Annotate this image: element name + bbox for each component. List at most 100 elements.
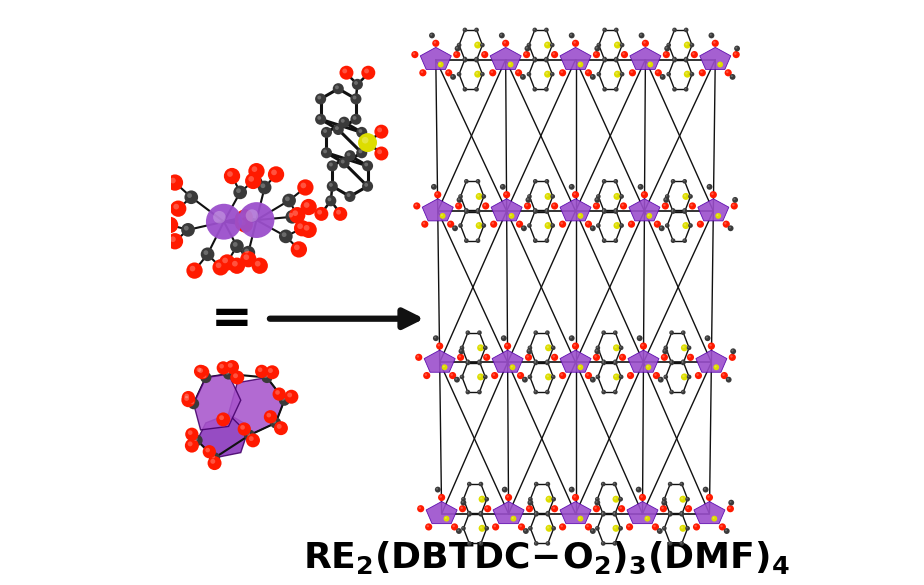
Circle shape <box>545 495 553 503</box>
Circle shape <box>477 360 481 365</box>
Circle shape <box>237 422 251 436</box>
Circle shape <box>194 437 198 441</box>
Circle shape <box>219 364 224 369</box>
Circle shape <box>659 225 664 231</box>
Circle shape <box>619 354 626 361</box>
Circle shape <box>419 69 427 77</box>
Circle shape <box>504 41 506 44</box>
Circle shape <box>517 222 520 225</box>
Circle shape <box>167 233 183 249</box>
Circle shape <box>684 71 691 78</box>
Circle shape <box>544 238 549 243</box>
Circle shape <box>545 512 550 517</box>
Circle shape <box>681 331 686 335</box>
Circle shape <box>285 390 298 404</box>
Circle shape <box>474 87 479 92</box>
Circle shape <box>648 214 650 216</box>
Circle shape <box>686 43 687 46</box>
Circle shape <box>619 194 624 199</box>
Circle shape <box>638 185 641 187</box>
Circle shape <box>429 33 435 39</box>
Circle shape <box>527 198 529 200</box>
Circle shape <box>572 494 579 501</box>
Circle shape <box>679 481 684 486</box>
Circle shape <box>614 239 616 241</box>
Circle shape <box>451 524 458 531</box>
Circle shape <box>338 116 349 128</box>
Circle shape <box>620 346 621 348</box>
Circle shape <box>476 43 478 46</box>
Circle shape <box>602 512 603 514</box>
Circle shape <box>341 119 345 123</box>
Circle shape <box>614 209 616 211</box>
Circle shape <box>456 204 459 207</box>
Circle shape <box>238 202 274 238</box>
Circle shape <box>529 498 530 500</box>
Circle shape <box>620 195 622 197</box>
Circle shape <box>483 354 491 361</box>
Circle shape <box>477 373 484 380</box>
Circle shape <box>517 372 524 379</box>
Circle shape <box>653 372 660 379</box>
Circle shape <box>680 542 682 543</box>
Circle shape <box>477 359 481 364</box>
Polygon shape <box>424 350 456 372</box>
Circle shape <box>362 160 373 171</box>
Circle shape <box>246 209 259 222</box>
Circle shape <box>185 190 198 204</box>
Circle shape <box>687 376 689 377</box>
Circle shape <box>491 372 498 379</box>
Circle shape <box>601 512 605 517</box>
Circle shape <box>669 390 674 394</box>
Circle shape <box>417 505 424 512</box>
Circle shape <box>707 184 712 190</box>
Circle shape <box>185 428 199 441</box>
Circle shape <box>534 391 536 393</box>
Circle shape <box>614 497 616 500</box>
Circle shape <box>275 390 280 395</box>
Circle shape <box>614 71 621 78</box>
Circle shape <box>237 219 243 224</box>
Circle shape <box>528 73 529 74</box>
Circle shape <box>292 210 298 216</box>
Circle shape <box>453 51 460 58</box>
Circle shape <box>602 360 606 365</box>
Polygon shape <box>194 374 241 430</box>
Circle shape <box>478 362 480 363</box>
Circle shape <box>258 181 272 194</box>
Circle shape <box>501 335 506 341</box>
Circle shape <box>467 360 468 362</box>
Circle shape <box>685 88 687 90</box>
Circle shape <box>415 354 422 361</box>
Circle shape <box>614 57 618 61</box>
Circle shape <box>241 246 255 260</box>
Circle shape <box>527 355 529 357</box>
Circle shape <box>517 71 519 73</box>
Circle shape <box>476 193 482 200</box>
Polygon shape <box>492 199 522 221</box>
Polygon shape <box>422 199 454 221</box>
Circle shape <box>673 29 675 30</box>
Circle shape <box>716 214 719 216</box>
Circle shape <box>613 345 620 352</box>
Circle shape <box>669 542 671 543</box>
Circle shape <box>662 526 666 531</box>
Circle shape <box>364 68 369 73</box>
Circle shape <box>170 236 176 242</box>
Circle shape <box>188 398 200 410</box>
Circle shape <box>533 179 538 184</box>
Circle shape <box>528 374 532 379</box>
Circle shape <box>596 47 598 49</box>
Circle shape <box>682 238 687 243</box>
Circle shape <box>673 58 675 59</box>
Circle shape <box>578 213 583 219</box>
Circle shape <box>601 541 605 546</box>
Circle shape <box>529 346 530 348</box>
Circle shape <box>451 373 453 376</box>
Circle shape <box>521 225 527 231</box>
Circle shape <box>682 222 689 229</box>
Circle shape <box>251 257 268 274</box>
Circle shape <box>713 41 715 44</box>
Polygon shape <box>560 350 591 372</box>
Circle shape <box>553 507 555 509</box>
